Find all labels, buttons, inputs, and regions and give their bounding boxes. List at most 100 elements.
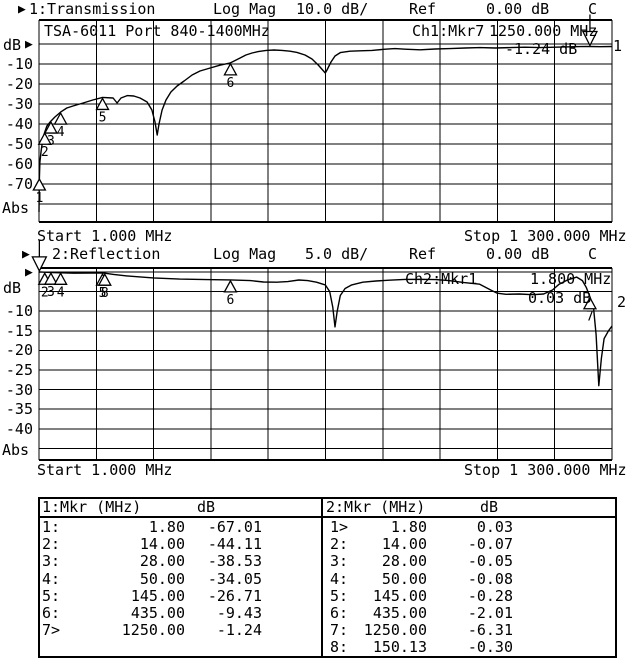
ch1-marker-7-active-icon [581,30,598,47]
ch2-format-label: Log Mag [213,245,277,263]
ch1-y-tick-label: -20 [5,75,33,93]
ch1-format-label: Log Mag [213,0,277,18]
marker-row-number: 5: [42,586,61,605]
ch1-graticule [38,19,613,223]
ch1-cal-indicator: C [588,0,598,18]
ch2-y-tick-label: -35 [5,400,33,419]
marker-row-level: -38.53 [207,552,262,571]
marker-row-frequency: 28.00 [381,552,427,571]
marker-row-number: 6: [42,604,61,622]
marker-row-level: -1.24 [216,621,262,640]
marker-row-number: 3: [330,552,349,571]
ch1-marker-2-number: 2 [41,145,49,160]
marker-row-frequency: 1250.00 [363,621,427,640]
marker-row-frequency: 1250.00 [121,621,185,640]
marker-row-frequency: 14.00 [139,535,185,554]
ch1-y-tick-label: -40 [5,115,33,133]
marker-row-level: -6.31 [467,621,513,640]
ch2-cal-indicator: C [588,245,598,263]
ch2-marker-8-icon [97,272,112,286]
ch1-marker-1-number: 1 [35,191,43,206]
ch1-marker-6-icon [223,62,238,76]
ch1-marker-4-number: 4 [57,125,65,140]
ch2-abs-label: Abs [2,441,30,459]
ch1-y-tick-label: -60 [5,155,33,173]
ch1-marker-frequency: 1250.000 MHz [489,22,598,40]
ch1-ref-level-marker-icon: ▶ [25,37,33,52]
ch1-device-title: TSA-6011 Port 840-1400MHz [44,22,270,40]
ch1-marker-amplitude: -1.24 dB [505,40,578,58]
channel2-select-icon: ▶ [22,247,30,262]
ch2-marker-4-icon [53,271,68,285]
marker-row-frequency: 1.80 [390,518,427,536]
ch1-ref-label: Ref [409,0,437,18]
marker-row-number: 3: [42,552,61,571]
marker-row-frequency: 28.00 [139,552,185,571]
marker-table-divider [321,497,323,658]
ch2-y-tick-label: -10 [5,302,33,321]
ch1-scale-value: 10.0 dB/ [296,0,369,18]
table2-header-db: dB [480,498,499,516]
table2-header-mkr: 2:Mkr (MHz) [326,498,426,516]
ch2-marker-3-number: 3 [47,285,55,300]
marker-row-frequency: 435.00 [130,604,185,622]
marker-row-frequency: 1.80 [148,518,185,536]
ch1-measurement-label: 1:Transmission [29,0,156,18]
ch2-y-unit-label: dB [3,279,22,297]
ch2-marker-1-active-icon [31,256,48,273]
marker-row-level: -0.30 [467,638,513,657]
marker-row-frequency: 145.00 [130,586,185,605]
ch1-abs-label: Abs [2,199,30,217]
marker-row-level: -34.05 [207,569,262,588]
ch2-marker-3-icon [43,271,59,285]
ch1-ref-value: 0.00 dB [486,0,550,18]
ch2-y-tick-label: -20 [5,341,33,360]
ch1-marker-2-icon [37,131,52,145]
table1-header-db: dB [197,498,216,516]
ch2-marker-7-icon [582,296,598,310]
ch2-trace [38,271,613,387]
marker-table-header-rule [38,516,617,518]
marker-row-level: -0.28 [467,586,513,605]
marker-row-number: 2: [330,535,349,554]
ch1-y-unit-label: dB [3,36,22,54]
marker-row-level: -26.71 [207,586,262,605]
ch2-marker-5-number: 5 [99,286,107,301]
marker-row-level: -2.01 [467,604,513,622]
ch1-trace [38,45,613,213]
marker-row-number: 4: [330,569,349,588]
ch1-y-tick-label: -50 [5,135,33,153]
ch2-graticule [38,267,613,461]
table1-header-mkr: 1:Mkr (MHz) [42,498,142,516]
ch2-trace-number: 2 [617,293,627,311]
marker-row-number: 7: [330,621,349,640]
ch1-marker-readout-label: Ch1:Mkr7 [412,22,485,40]
ch2-marker-4-number: 4 [57,285,65,300]
ch1-y-tick-label: -30 [5,95,33,113]
marker-row-number: 7> [42,621,61,640]
marker-row-frequency: 50.00 [139,569,185,588]
ch1-y-tick-label: -10 [5,55,33,73]
ch2-marker-6-number: 6 [227,293,235,308]
ch2-ref-level-marker-icon: ▶ [25,265,33,280]
ch1-trace-number: 1 [613,37,623,55]
marker-row-level: -0.08 [467,569,513,588]
marker-row-level: -0.05 [467,552,513,571]
ch2-scale-value: 5.0 dB/ [305,245,369,263]
ch2-y-tick-label: -30 [5,380,33,399]
ch2-marker-amplitude: 0.03 dB [528,289,592,307]
marker-row-number: 5: [330,586,349,605]
ch2-marker-7-number: 7 [586,310,594,325]
ch2-marker-readout-label: Ch2:Mkr1 [405,270,478,288]
ch2-measurement-label: 2:Reflection [52,245,161,263]
ch1-stop-frequency: Stop 1 300.000 MHz [464,227,627,245]
channel1-select-icon: ▶ [18,2,26,17]
marker-row-frequency: 150.13 [372,638,427,657]
ch1-marker-1-icon [32,177,47,191]
ch2-ref-value: 0.00 dB [486,245,550,263]
marker-row-number: 1: [42,518,61,536]
ch1-marker-6-number: 6 [227,76,235,91]
ch2-y-tick-label: -40 [5,419,33,438]
